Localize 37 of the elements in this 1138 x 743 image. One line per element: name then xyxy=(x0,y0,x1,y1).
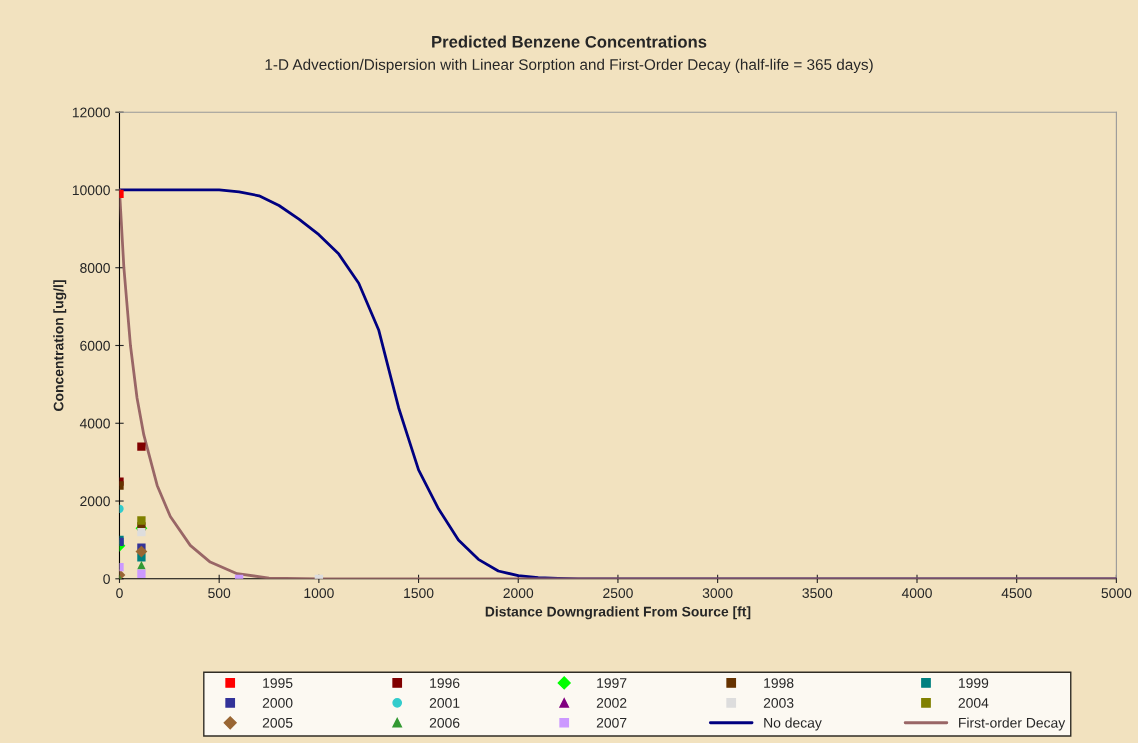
chart-subtitle: 1-D Advection/Dispersion with Linear Sorption and First-Order Decay (half-life = 365 days) xyxy=(265,58,873,74)
x-tick-label: 4500 xyxy=(1001,588,1032,599)
x-tick-label: 2500 xyxy=(603,588,633,599)
legend-label: 1997 xyxy=(597,678,627,688)
legend-label: 2001 xyxy=(429,698,460,708)
legend-label: 2006 xyxy=(429,717,460,728)
x-tick-label: 1000 xyxy=(304,588,334,599)
legend-label: 1999 xyxy=(958,678,989,688)
legend-label: 2003 xyxy=(763,698,794,708)
y-tick-label: 0 xyxy=(103,574,110,584)
chart-title: Predicted Benzene Concentrations xyxy=(432,35,707,48)
y-tick-label: 4000 xyxy=(79,418,110,429)
legend-label: 1996 xyxy=(430,678,460,688)
legend-label: 2000 xyxy=(262,698,293,708)
x-tick-label: 5000 xyxy=(1101,588,1132,599)
y-tick-label: 6000 xyxy=(80,340,110,351)
y-tick-label: 8000 xyxy=(80,263,110,273)
y-tick-label: 10000 xyxy=(72,185,110,196)
y-tick-label: 2000 xyxy=(80,496,110,507)
x-tick-label: 2000 xyxy=(503,588,534,599)
y-axis-title: Concentration [ug/l] xyxy=(53,280,67,411)
x-tick-label: 3000 xyxy=(702,588,733,599)
legend-label: No decay xyxy=(764,717,822,731)
x-tick-label: 3500 xyxy=(802,588,833,599)
legend-label: 2002 xyxy=(596,698,627,708)
x-axis-title: Distance Downgradient From Source [ft] xyxy=(485,606,751,620)
legend-label: 2007 xyxy=(596,717,627,728)
legend-label: 2005 xyxy=(262,717,293,728)
x-tick-label: 500 xyxy=(208,588,231,599)
legend-label: 1995 xyxy=(263,678,293,688)
legend-label: First-order Decay xyxy=(959,717,1066,731)
legend-label: 1998 xyxy=(764,678,794,688)
legend-label: 2004 xyxy=(958,698,989,708)
x-tick-label: 0 xyxy=(116,588,123,599)
y-tick-label: 12000 xyxy=(72,107,110,118)
x-tick-label: 4000 xyxy=(901,588,932,599)
x-tick-label: 1500 xyxy=(404,588,434,599)
